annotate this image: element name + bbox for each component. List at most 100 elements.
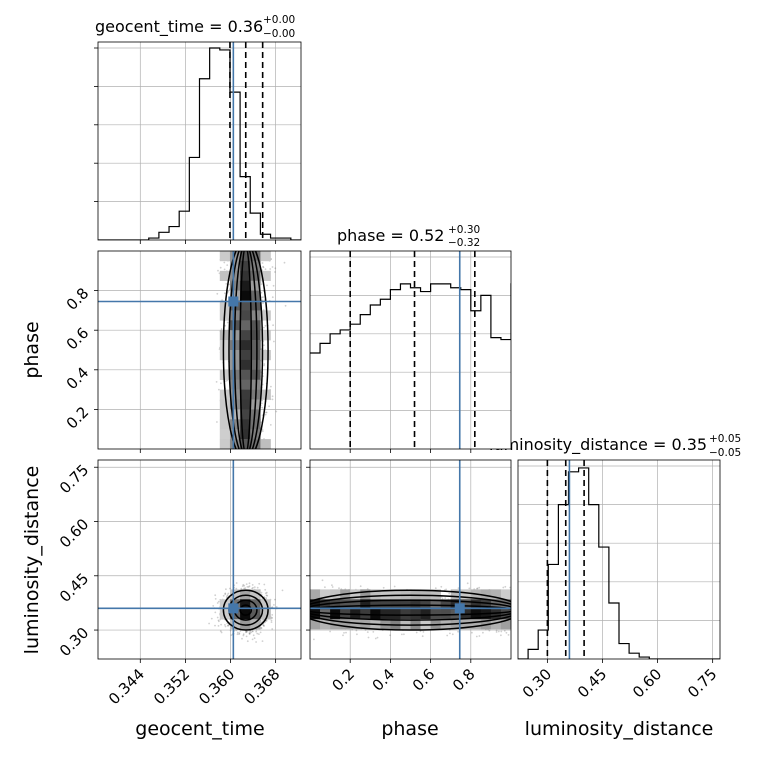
sample-point bbox=[401, 633, 403, 636]
sample-point bbox=[218, 388, 220, 391]
sample-point bbox=[245, 583, 248, 585]
sample-point bbox=[505, 631, 508, 634]
title-luminosity-distance-sup: +0.05 bbox=[709, 433, 741, 445]
contour-level-3 bbox=[222, 589, 269, 631]
sample-point bbox=[271, 395, 274, 398]
sample-point bbox=[261, 406, 264, 409]
sample-point bbox=[245, 631, 248, 633]
density-cell bbox=[250, 359, 261, 371]
sample-point bbox=[220, 382, 222, 385]
sample-point bbox=[260, 348, 263, 351]
sample-point bbox=[271, 628, 274, 630]
density-cell bbox=[219, 609, 231, 620]
sample-point bbox=[258, 633, 260, 635]
sample-point bbox=[241, 585, 244, 587]
sample-point bbox=[216, 602, 219, 604]
sample-point bbox=[265, 591, 268, 594]
density-cell bbox=[240, 270, 251, 281]
density-cell bbox=[250, 340, 261, 351]
density-cell bbox=[250, 350, 261, 361]
contour-level-1 bbox=[233, 251, 258, 449]
sample-point bbox=[216, 421, 218, 423]
density-cell bbox=[250, 589, 261, 600]
sample-point bbox=[224, 593, 227, 596]
scatter-geocent-time-vs-luminosity-distance bbox=[97, 459, 302, 660]
sample-point bbox=[264, 324, 267, 327]
histogram-geocent-time bbox=[97, 41, 302, 241]
density-cell bbox=[260, 609, 271, 620]
density-cell bbox=[240, 389, 251, 400]
sample-point bbox=[243, 587, 246, 590]
density-cell bbox=[240, 280, 251, 291]
sample-point bbox=[242, 633, 245, 636]
density-cell bbox=[240, 251, 251, 262]
title-geocent-time-sup: +0.00 bbox=[263, 14, 295, 26]
sample-point bbox=[274, 267, 277, 270]
sample-point bbox=[266, 284, 268, 287]
sample-point bbox=[261, 640, 264, 642]
sample-point bbox=[359, 585, 362, 588]
sample-point bbox=[434, 587, 437, 590]
sample-point bbox=[242, 634, 245, 637]
sample-point bbox=[260, 626, 263, 629]
sample-point bbox=[235, 629, 238, 632]
sample-point bbox=[265, 411, 267, 414]
density-cell bbox=[250, 310, 261, 321]
sample-point bbox=[260, 627, 263, 630]
density-cell bbox=[260, 439, 271, 449]
density-cell bbox=[219, 251, 231, 262]
histogram-step-geocent_time bbox=[98, 47, 301, 240]
density-cell bbox=[240, 340, 251, 351]
density-cell bbox=[250, 419, 261, 430]
sample-point bbox=[214, 594, 217, 597]
contour-level-3 bbox=[222, 251, 269, 449]
sample-point bbox=[244, 587, 247, 590]
sample-point bbox=[212, 605, 215, 607]
sample-point bbox=[251, 587, 254, 590]
sample-point bbox=[261, 428, 264, 431]
density-cell bbox=[240, 369, 251, 380]
density-cell bbox=[240, 350, 251, 361]
sample-point bbox=[270, 619, 273, 622]
sample-point bbox=[272, 284, 275, 287]
density-cell bbox=[240, 330, 251, 341]
sample-point bbox=[224, 292, 226, 295]
density-cell bbox=[260, 251, 271, 262]
sample-point bbox=[271, 614, 274, 616]
density-cell bbox=[240, 320, 251, 331]
sample-point bbox=[273, 604, 275, 606]
title-luminosity-distance-sub: −0.05 bbox=[709, 447, 741, 459]
sample-point bbox=[224, 625, 227, 628]
density-cell bbox=[229, 419, 241, 430]
sample-point bbox=[227, 624, 230, 627]
sample-point bbox=[261, 620, 264, 623]
truth-marker bbox=[228, 603, 239, 614]
sample-point bbox=[230, 634, 233, 636]
sample-point bbox=[283, 261, 286, 264]
density-cell bbox=[240, 300, 251, 311]
density-cell bbox=[260, 310, 271, 321]
sample-point bbox=[219, 266, 222, 269]
density-cell bbox=[219, 399, 231, 410]
sample-point bbox=[249, 630, 252, 632]
sample-point bbox=[245, 631, 247, 634]
sample-point bbox=[251, 638, 254, 641]
density-cell bbox=[229, 409, 241, 420]
sample-point bbox=[275, 606, 278, 608]
sample-point bbox=[218, 620, 220, 623]
sample-point bbox=[270, 621, 273, 623]
contour-level-2 bbox=[228, 251, 264, 449]
sample-point bbox=[448, 592, 451, 595]
sample-point bbox=[224, 380, 227, 382]
contour-level-0 bbox=[239, 251, 253, 449]
density-cell bbox=[229, 270, 241, 281]
sample-point bbox=[253, 637, 256, 640]
density-cell bbox=[229, 619, 241, 630]
density-cell bbox=[240, 379, 251, 390]
title-geocent-time-main: geocent_time = 0.36 bbox=[95, 17, 263, 37]
sample-point bbox=[262, 266, 265, 269]
contour-level-0 bbox=[239, 604, 253, 616]
density-cell bbox=[240, 310, 251, 321]
density-cell bbox=[260, 350, 271, 361]
